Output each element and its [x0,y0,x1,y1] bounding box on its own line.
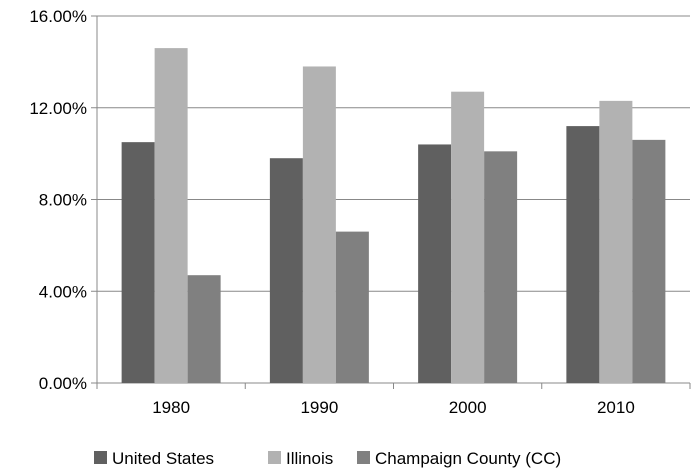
legend-label: United States [112,449,214,468]
y-tick-label: 12.00% [29,99,87,118]
bar-illinois-2000 [451,91,485,383]
x-tick-label: 1990 [300,398,338,417]
legend-label: Champaign County (CC) [375,449,561,468]
bar-illinois-1980 [154,48,188,384]
legend-label: Illinois [286,449,333,468]
bars [121,48,666,384]
bar-champaign-county-cc-2000 [484,151,518,383]
bar-illinois-1990 [302,66,336,384]
bar-champaign-county-cc-1980 [187,275,221,383]
x-tick-label: 2000 [449,398,487,417]
legend-swatch [268,451,281,464]
bar-champaign-county-cc-1990 [335,231,369,383]
y-tick-label: 0.00% [39,374,87,393]
bar-united-states-2000 [418,144,452,383]
bar-united-states-2010 [566,126,600,383]
y-tick-labels: 0.00% 4.00% 8.00% 12.00% 16.00% [29,7,87,393]
x-tick-labels: 1980 1990 2000 2010 [152,398,635,417]
y-tick-label: 4.00% [39,282,87,301]
legend: United States Illinois Champaign County (C… [94,449,561,468]
y-tick-label: 8.00% [39,191,87,210]
bar-united-states-1980 [121,142,155,383]
x-tick-label: 2010 [597,398,635,417]
bar-champaign-county-cc-2010 [632,139,666,383]
x-tick-label: 1980 [152,398,190,417]
legend-swatch [94,451,107,464]
legend-swatch [357,451,370,464]
y-tick-label: 16.00% [29,7,87,26]
bar-illinois-2010 [599,100,633,384]
bar-united-states-1990 [269,158,303,383]
